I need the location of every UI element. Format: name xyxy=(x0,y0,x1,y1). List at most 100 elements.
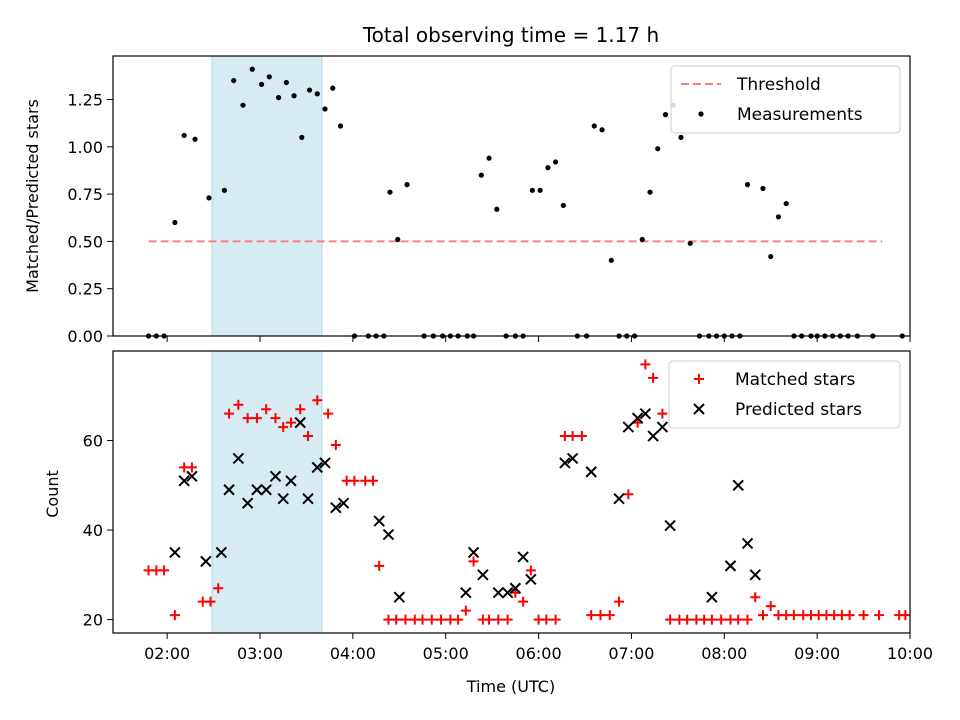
predicted-star-point xyxy=(215,546,228,559)
predicted-star-point xyxy=(732,479,744,491)
x-tick-label: 10:00 xyxy=(887,644,933,663)
x-tick-label: 05:00 xyxy=(423,644,469,663)
measurement-point xyxy=(537,187,543,193)
predicted-star-point xyxy=(639,407,652,420)
matched-star-point xyxy=(742,614,753,625)
measurement-point xyxy=(529,187,535,193)
y-tick-label: 40 xyxy=(83,521,103,540)
predicted-star-point xyxy=(467,546,480,559)
matched-star-point xyxy=(900,610,911,621)
matched-star-point xyxy=(460,605,471,616)
matched-star-point xyxy=(251,413,262,424)
matched-star-point xyxy=(595,610,606,621)
bottom-panel: 20 40 60 02:00 03:00 04:00 05:00 06:00 07:00 08:0… xyxy=(83,350,933,663)
matched-star-point xyxy=(453,614,464,625)
measurement-point xyxy=(486,155,492,161)
x-tick-label: 04:00 xyxy=(330,644,376,663)
axes-frame xyxy=(112,350,911,634)
predicted-star-point xyxy=(223,484,235,496)
matched-star-point xyxy=(224,408,235,419)
predicted-star-point xyxy=(319,457,331,469)
matched-star-point xyxy=(757,610,768,621)
legend-label: Predicted stars xyxy=(735,400,862,420)
matched-star-point xyxy=(285,417,296,428)
matched-star-point xyxy=(330,440,341,450)
y-tick-label: 60 xyxy=(83,432,103,451)
y-tick-label: 1.00 xyxy=(67,138,103,157)
matched-star-point xyxy=(169,610,180,621)
matched-star-point xyxy=(186,462,197,473)
measurement-point xyxy=(478,172,484,178)
observing-window xyxy=(211,350,323,634)
predicted-star-point xyxy=(622,421,635,433)
predicted-star-point xyxy=(269,470,282,483)
matched-star-point xyxy=(750,592,761,603)
matched-star-point xyxy=(682,614,693,625)
matched-star-point xyxy=(295,404,306,415)
matched-star-point xyxy=(604,610,615,621)
predicted-star-point xyxy=(585,466,597,478)
measurement-point xyxy=(299,134,305,140)
measurement-point xyxy=(337,123,344,129)
matched-star-point xyxy=(367,475,378,486)
observing-window xyxy=(211,55,323,337)
measurement-point xyxy=(647,189,653,195)
predicted-star-point xyxy=(492,587,505,599)
axes-frame xyxy=(112,55,911,337)
predicted-star-point xyxy=(373,515,385,527)
matched-star-point xyxy=(623,489,634,500)
matched-star-point xyxy=(525,565,536,576)
predicted-star-point xyxy=(477,569,489,581)
predicted-star-point xyxy=(566,452,579,465)
legend-measurement-swatch xyxy=(698,111,704,117)
predicted-star-point xyxy=(178,475,190,487)
legend-predicted-swatch xyxy=(693,403,705,415)
predicted-star-point xyxy=(382,528,395,541)
predicted-star-point xyxy=(647,430,659,442)
y-tick-label: 1.25 xyxy=(67,91,103,110)
x-tick-label: 09:00 xyxy=(794,644,840,663)
measurement-point xyxy=(599,127,605,133)
measurement-point xyxy=(240,102,246,108)
matched-star-point xyxy=(426,614,437,625)
legend-label: Threshold xyxy=(736,75,821,95)
predicted-star-point xyxy=(393,591,406,603)
measurement-point xyxy=(330,85,336,91)
matched-star-point xyxy=(788,610,799,621)
matched-star-point xyxy=(550,614,561,625)
measurement-point xyxy=(560,202,566,209)
matched-star-point xyxy=(417,614,428,625)
legend-box xyxy=(668,360,901,429)
predicted-star-point xyxy=(241,497,254,509)
legend-label: Matched stars xyxy=(735,370,855,390)
measurement-point xyxy=(678,134,684,140)
measurement-point xyxy=(662,112,669,118)
x-tick-label: 07:00 xyxy=(608,644,654,663)
matched-star-point xyxy=(586,610,597,621)
predicted-star-point xyxy=(169,546,181,559)
matched-star-point xyxy=(484,614,495,625)
measurement-point xyxy=(322,106,328,112)
chart-title: Total observing time = 1.17 h xyxy=(362,23,659,47)
y-tick-label: 0.00 xyxy=(67,327,103,346)
measurement-point xyxy=(181,132,187,139)
measurement-point xyxy=(608,257,614,263)
predicted-star-point xyxy=(460,587,472,599)
measurement-point xyxy=(275,95,282,101)
matched-star-point xyxy=(576,431,587,442)
predicted-star-point xyxy=(200,555,212,568)
measurement-point xyxy=(221,187,228,193)
predicted-star-point xyxy=(186,470,198,483)
matched-star-point xyxy=(159,565,170,576)
predicted-star-point xyxy=(741,537,754,550)
matched-star-point xyxy=(765,601,776,612)
measurement-point xyxy=(639,236,645,243)
measurement-point xyxy=(258,81,265,87)
matched-star-point xyxy=(302,431,313,442)
predicted-star-point xyxy=(311,461,323,474)
measurement-point xyxy=(192,136,198,142)
x-tick-label: 03:00 xyxy=(237,644,283,663)
measurement-point xyxy=(231,77,237,84)
matched-star-point xyxy=(541,614,552,625)
